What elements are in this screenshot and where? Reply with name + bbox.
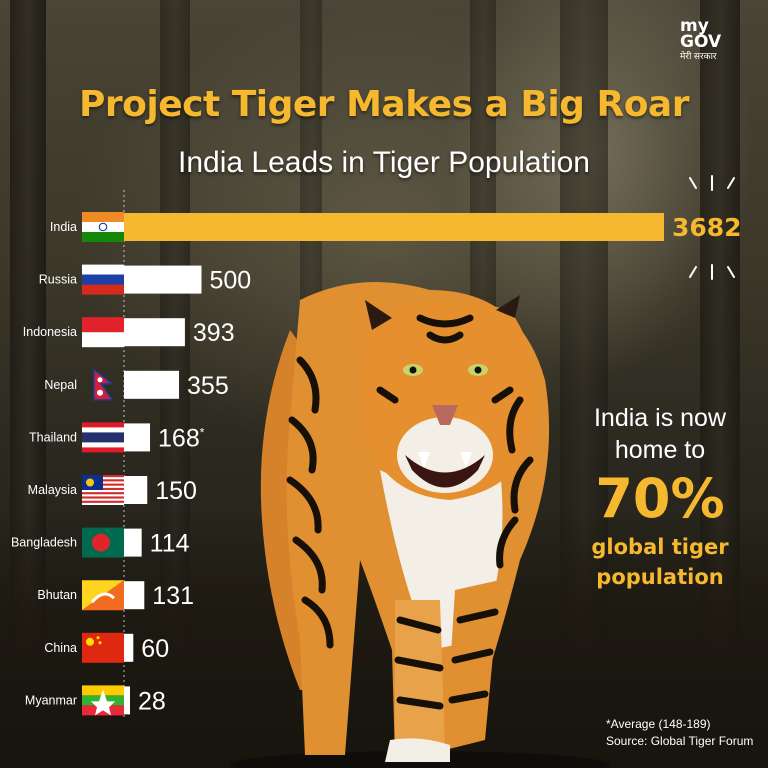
malaysia-flag-icon xyxy=(82,475,124,505)
category-label: Bangladesh xyxy=(11,536,77,550)
bar xyxy=(124,423,151,452)
bar xyxy=(124,213,664,241)
value-label: 168* xyxy=(158,424,205,452)
footnote-average: *Average (148-189) xyxy=(606,717,711,731)
category-label: Indonesia xyxy=(23,325,77,339)
chart-subtitle: India Leads in Tiger Population xyxy=(178,146,590,179)
callout-line-4: population xyxy=(596,565,724,589)
nepal-flag-icon xyxy=(93,368,115,401)
callout: India is now home to 70% global tiger po… xyxy=(560,402,760,592)
chart-title: Project Tiger Makes a Big Roar xyxy=(79,84,689,125)
bar xyxy=(124,528,142,557)
myanmar-flag-icon xyxy=(82,685,124,716)
category-label: Myanmar xyxy=(25,693,77,707)
value-label: 500 xyxy=(210,267,252,295)
bhutan-flag-icon xyxy=(82,580,124,611)
value-label: 114 xyxy=(150,530,190,558)
bar xyxy=(124,581,145,610)
logo-tagline: मेरी सरकार xyxy=(680,51,717,61)
value-label: 150 xyxy=(155,477,197,505)
bar xyxy=(124,318,185,347)
logo-gov-text: GOV xyxy=(680,32,722,52)
callout-percent: 70% xyxy=(595,467,725,530)
callout-line-1: India is now xyxy=(593,404,727,432)
category-label: Malaysia xyxy=(28,483,77,497)
bangladesh-flag-icon xyxy=(82,527,124,558)
mygov-logo: my GOV मेरी सरकार xyxy=(680,18,750,62)
category-label: Bhutan xyxy=(37,588,77,602)
bar xyxy=(124,633,134,662)
callout-line-2: home to xyxy=(614,436,706,464)
india-burst xyxy=(689,175,735,280)
bar xyxy=(124,265,202,294)
bar xyxy=(124,476,148,504)
category-label: India xyxy=(50,220,77,234)
category-label: Thailand xyxy=(29,430,77,444)
bar xyxy=(124,370,180,399)
callout-line-3: global tiger xyxy=(591,535,729,559)
value-label: 393 xyxy=(193,319,235,347)
value-label: 28 xyxy=(138,687,166,715)
thailand-flag-icon xyxy=(82,422,124,453)
footnote-source: Source: Global Tiger Forum xyxy=(606,734,754,748)
category-label: Nepal xyxy=(44,378,77,392)
value-label: 131 xyxy=(152,582,194,610)
category-label: China xyxy=(44,641,77,655)
bar xyxy=(124,686,130,715)
value-label: 3682 xyxy=(672,213,742,242)
china-flag-icon xyxy=(82,632,124,663)
logo-my-text: my xyxy=(680,16,709,36)
category-label: Russia xyxy=(39,273,77,287)
value-label: 355 xyxy=(187,372,229,400)
india-flag-icon xyxy=(82,212,124,242)
indonesia-flag-icon xyxy=(82,317,124,348)
footnote: *Average (148-189) Source: Global Tiger … xyxy=(606,716,753,750)
value-label: 60 xyxy=(141,635,169,663)
russia-flag-icon xyxy=(82,264,124,295)
